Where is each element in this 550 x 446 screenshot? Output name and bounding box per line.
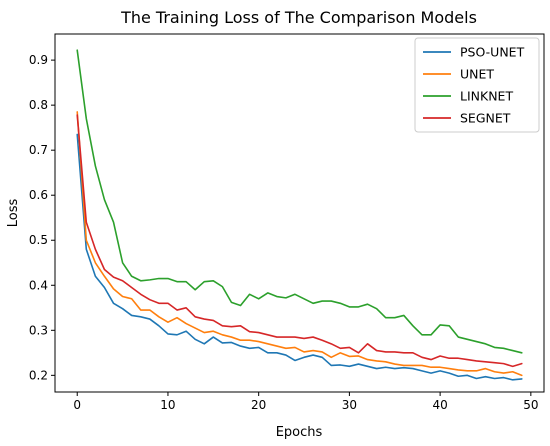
y-tick-label: 0.7: [29, 143, 48, 157]
y-axis-ticks: 0.2 0.3 0.4 0.5 0.6 0.7 0.8 0.9: [29, 53, 55, 382]
legend: PSO-UNET UNET LINKNET SEGNET: [414, 37, 540, 133]
x-axis-label: Epochs: [276, 425, 323, 440]
legend-label-segnet: SEGNET: [460, 111, 511, 126]
y-tick-label: 0.8: [29, 98, 48, 112]
x-tick-label: 50: [523, 398, 538, 412]
legend-label-unet: UNET: [460, 67, 494, 82]
y-tick-label: 0.6: [29, 188, 48, 202]
x-tick-label: 10: [160, 398, 175, 412]
x-tick-label: 20: [251, 398, 266, 412]
y-tick-label: 0.3: [29, 323, 48, 337]
y-tick-label: 0.2: [29, 368, 48, 382]
y-tick-label: 0.4: [29, 278, 48, 292]
legend-label-pso-unet: PSO-UNET: [460, 45, 525, 60]
series-line-unet: [76, 111, 523, 377]
x-axis-ticks: 0 10 20 30 40 50: [73, 392, 538, 412]
series-line-segnet: [76, 114, 523, 368]
y-tick-label: 0.5: [29, 233, 48, 247]
chart-title: The Training Loss of The Comparison Mode…: [120, 8, 477, 27]
x-tick-label: 30: [342, 398, 357, 412]
legend-label-linknet: LINKNET: [460, 89, 513, 104]
series-line-pso-unet: [76, 133, 523, 381]
series-layer: [76, 49, 523, 381]
plot-frame: [54, 33, 545, 393]
legend-box: [414, 37, 540, 133]
y-tick-label: 0.9: [29, 53, 48, 67]
x-tick-label: 40: [432, 398, 447, 412]
series-line-linknet: [76, 49, 523, 354]
y-axis-label: Loss: [6, 199, 21, 228]
x-tick-label: 0: [73, 398, 81, 412]
